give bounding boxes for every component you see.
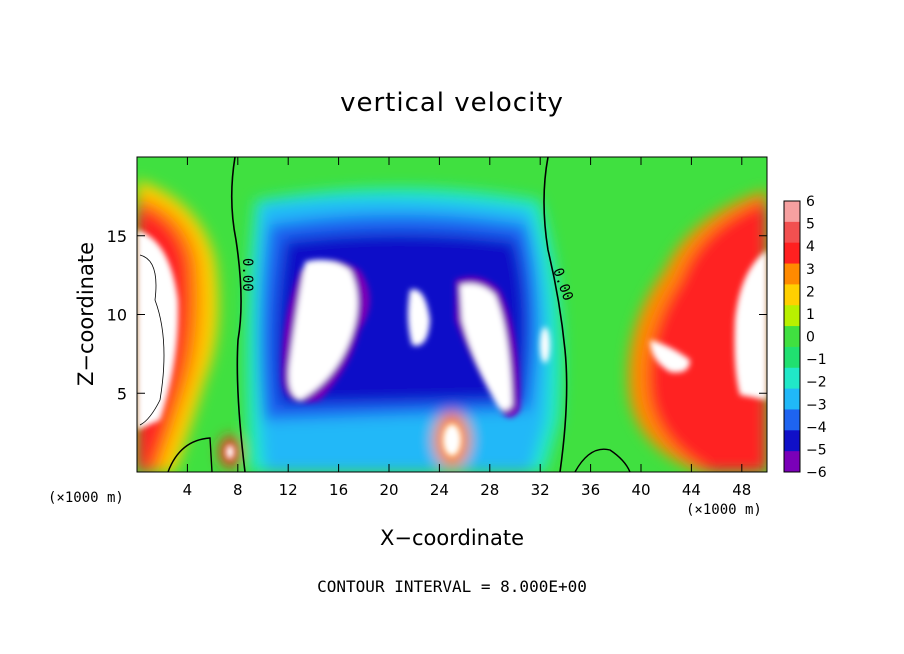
colorbar-label: 2: [806, 284, 815, 300]
colorbar-swatch: [784, 430, 800, 452]
colorbar-swatch: [784, 284, 800, 306]
colorbar-label: 3: [806, 262, 815, 278]
contour-line-right: [543, 157, 568, 472]
contour-line-right-bottom: [574, 448, 631, 472]
x-scale-label: (×1000 m): [48, 490, 124, 506]
colorbar-label: −2: [806, 375, 827, 391]
colorbar-swatch: [784, 263, 800, 285]
colorbar-label: −4: [806, 420, 827, 436]
contour-line-bottom: [167, 437, 213, 472]
x-tick-label: 4: [183, 481, 193, 499]
colorbar-swatch: [784, 367, 800, 390]
x-tick-label: 32: [531, 481, 550, 499]
contour-line-thin: [139, 254, 165, 426]
x-tick-label: 24: [430, 481, 449, 499]
colorbar-swatch: [784, 388, 800, 410]
x-tick-label: 40: [631, 481, 650, 499]
colorbar-label: 6: [806, 194, 815, 210]
y-tick-label: 15: [107, 227, 127, 246]
x-tick-label: 8: [233, 481, 243, 499]
colorbar-label: −6: [806, 465, 827, 481]
colorbar-swatch: [784, 305, 800, 327]
contour-line-left: [230, 157, 246, 472]
colorbar-label: 4: [806, 239, 815, 255]
colorbar-label: 0: [806, 330, 815, 346]
plot-area: [137, 157, 767, 472]
x-tick-label: 44: [682, 481, 701, 499]
colorbar-swatch: [784, 409, 800, 431]
y-tick-label: 5: [117, 384, 127, 403]
x-tick-label: 12: [279, 481, 298, 499]
x-tick-label: 28: [480, 481, 499, 499]
colorbar-label: −3: [806, 397, 827, 413]
colorbar-label: 1: [806, 307, 815, 323]
x-tick-label: 20: [379, 481, 398, 499]
contour-interval-note: CONTOUR INTERVAL = 8.000E+00: [317, 577, 587, 596]
colorbar-swatch: [784, 201, 800, 223]
x-axis-title: X−coordinate: [380, 526, 524, 550]
colorbar-frame: [783, 200, 801, 473]
x-tick-label: 16: [329, 481, 348, 499]
colorbar-swatch: [784, 451, 800, 473]
contour-label-left: 0.00: [239, 258, 255, 292]
x-tick-label: 36: [581, 481, 600, 499]
colorbar: 6 5 4 3 2 1 0 −1 −2 −3 −4 −5 −6: [783, 194, 827, 481]
y-tick-label: 10: [107, 306, 127, 325]
y-axis: 5 10 15: [107, 227, 767, 403]
colorbar-swatch: [784, 221, 800, 244]
chart-title: vertical velocity: [340, 88, 564, 118]
x-tick-label: 48: [732, 481, 751, 499]
colorbar-label: −1: [806, 352, 827, 368]
colorbar-label: −5: [806, 442, 827, 458]
colorbar-swatch: [784, 346, 800, 369]
y-scale-label: (×1000 m): [686, 502, 762, 518]
colorbar-swatch: [784, 242, 800, 265]
x-axis: 4 8 12 16 20 24 28 32 36 40 44 48: [183, 157, 751, 499]
y-axis-title: Z−coordinate: [74, 242, 98, 386]
colorbar-swatch: [784, 326, 800, 348]
colorbar-label: 5: [806, 217, 815, 233]
